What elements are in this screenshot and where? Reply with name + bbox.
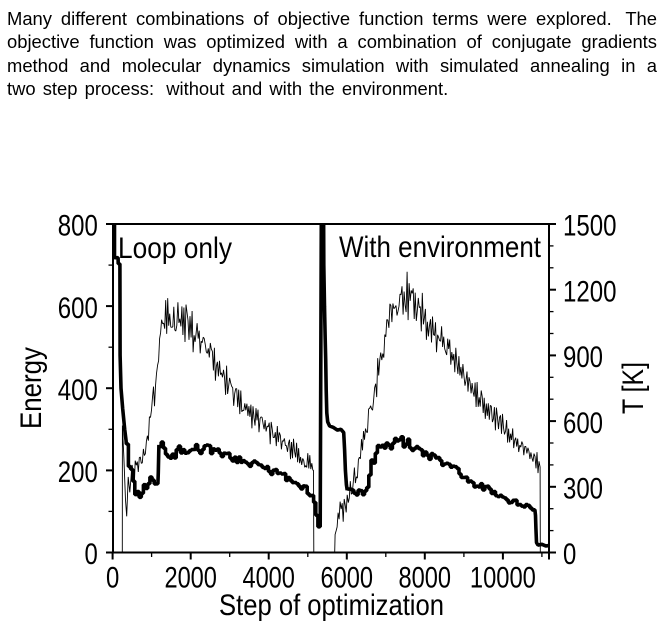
svg-text:900: 900: [563, 341, 603, 374]
svg-text:1500: 1500: [563, 210, 617, 243]
svg-text:With environment: With environment: [339, 231, 542, 264]
svg-text:8000: 8000: [399, 561, 452, 594]
svg-text:600: 600: [563, 407, 603, 440]
svg-text:10000: 10000: [470, 561, 536, 594]
svg-text:300: 300: [563, 473, 603, 506]
svg-text:T [K]: T [K]: [617, 362, 650, 414]
svg-text:0: 0: [563, 538, 576, 571]
svg-text:Loop only: Loop only: [118, 232, 232, 265]
svg-text:600: 600: [58, 292, 98, 325]
svg-text:6000: 6000: [321, 561, 374, 594]
svg-text:200: 200: [58, 456, 98, 489]
svg-text:0: 0: [106, 561, 119, 594]
svg-text:Energy: Energy: [15, 347, 48, 429]
svg-text:400: 400: [58, 374, 98, 407]
svg-text:800: 800: [58, 210, 98, 243]
svg-text:2000: 2000: [164, 561, 217, 594]
svg-text:4000: 4000: [242, 561, 295, 594]
svg-text:Step of optimization: Step of optimization: [219, 589, 444, 622]
svg-text:1200: 1200: [563, 275, 617, 308]
svg-text:0: 0: [85, 538, 98, 571]
